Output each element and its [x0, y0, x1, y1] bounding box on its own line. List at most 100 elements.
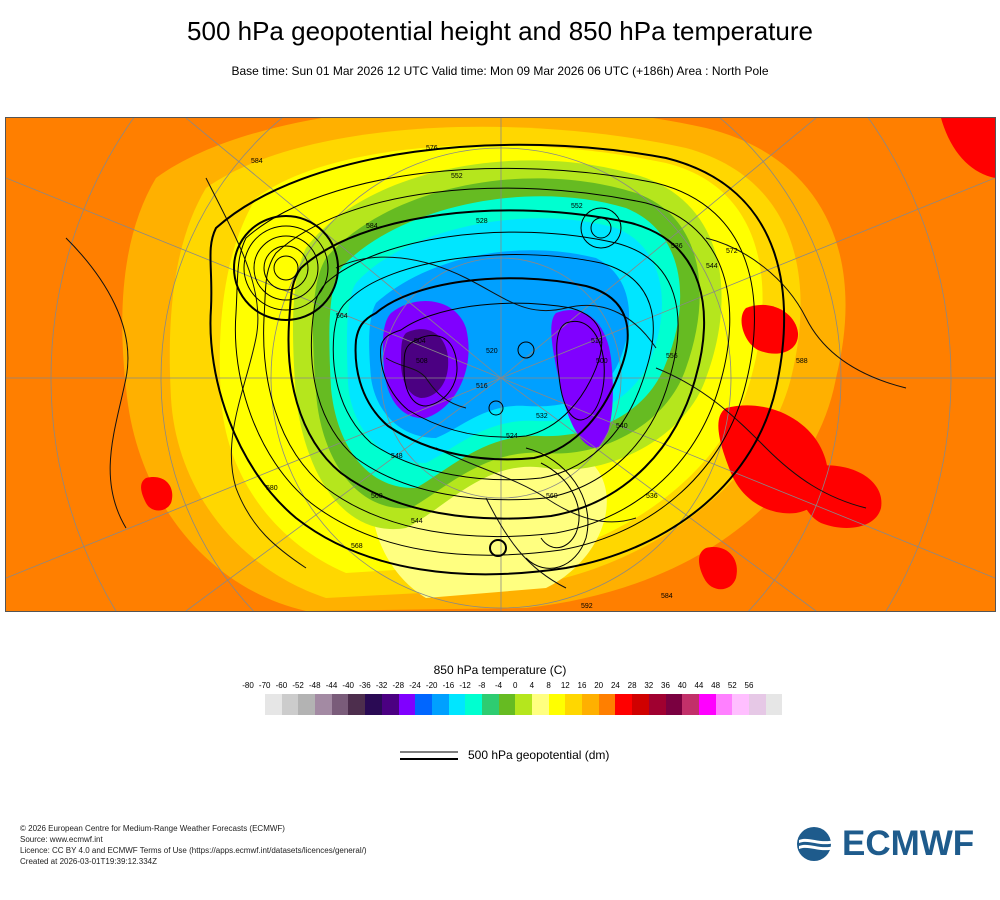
colorbar-tick-label: -60: [275, 681, 288, 690]
footer: © 2026 European Centre for Medium-Range …: [20, 823, 367, 867]
colorbar-tick-label: -52: [292, 681, 304, 690]
contour-label: 516: [476, 383, 488, 390]
map-canvas: 584 576 552 528 504 512 520 536 544 560 …: [6, 118, 995, 611]
colorbar-swatch: [415, 694, 432, 715]
contour-label: 544: [411, 518, 423, 525]
contour-label: 552: [451, 173, 463, 180]
colorbar-swatch: [315, 694, 332, 715]
colorbar-swatch: [582, 694, 599, 715]
contour-label: 584: [251, 158, 263, 165]
colorbar-swatch: [331, 694, 349, 715]
colorbar-tick-label: 0: [512, 681, 518, 690]
contour-label: 520: [486, 348, 498, 355]
colorbar-swatch: [365, 694, 382, 715]
contour-label: 584: [661, 593, 673, 600]
contour-label-group: 584 576 552 528 504 512 520 536 544 560 …: [251, 145, 808, 610]
colorbar-tick-label: 28: [627, 681, 637, 690]
colorbar-tick-label: 36: [661, 681, 670, 690]
contour-label: 508: [416, 358, 428, 365]
colorbar-swatch: [615, 694, 633, 715]
colorbar-tick-label: 52: [727, 681, 737, 690]
legend-tick-row: -80 -70 -60 -52 -48 -44 -40 -36 -32 -28 -24 -20 -16-…: [0, 681, 1000, 693]
colorbar-swatch: [748, 694, 766, 715]
colorbar-tick-label: 12: [560, 681, 570, 690]
temp-band-20-northeast: [941, 118, 995, 178]
colorbar-swatch: [348, 694, 366, 715]
colorbar-tick-label: -28: [392, 681, 405, 690]
chart-subtitle: Base time: Sun 01 Mar 2026 12 UTC Valid …: [231, 64, 769, 78]
colorbar-tick-label: -40: [342, 681, 354, 690]
contour-label: 552: [571, 203, 583, 210]
contour-label: 500: [596, 358, 608, 365]
colorbar-swatch: [448, 694, 466, 715]
colorbar-swatch: [665, 694, 683, 715]
colorbar-swatch: [715, 694, 733, 715]
colorbar-tick-label: -48: [309, 681, 321, 690]
colorbar-tick-label: 24: [610, 681, 620, 690]
temperature-colorbar: [265, 694, 783, 715]
colorbar-tick-label: -24: [409, 681, 421, 690]
colorbar-tick-label: -32: [375, 681, 388, 690]
colorbar-swatch: [765, 694, 783, 715]
footer-copyright: © 2026 European Centre for Medium-Range …: [20, 824, 285, 833]
colorbar-swatch: [548, 694, 566, 715]
colorbar-tick-label: -44: [325, 681, 338, 690]
contour-label: 556: [666, 353, 678, 360]
graticule: [6, 118, 995, 611]
contour-label: 588: [796, 358, 808, 365]
colorbar-tick-label: -70: [258, 681, 271, 690]
contour-label: 592: [581, 603, 593, 610]
contour-label: 564: [336, 313, 348, 320]
legend-title: 850 hPa temperature (C): [433, 663, 567, 677]
chart-title: 500 hPa geopotential height and 850 hPa …: [187, 16, 813, 46]
contour-label: 568: [351, 543, 363, 550]
ecmwf-logo-text: ECMWF: [842, 824, 975, 863]
colorbar-swatch: [498, 694, 516, 715]
colorbar-swatch: [381, 694, 399, 715]
colorbar-tick-label: 16: [577, 681, 587, 690]
colorbar-tick-label: -80: [242, 681, 254, 690]
temp-band-20-southeast: [798, 465, 882, 528]
map-panel: 584 576 552 528 504 512 520 536 544 560 …: [5, 117, 996, 612]
colorbar-tick-label: 40: [677, 681, 687, 690]
footer-source: Source: www.ecmwf.int: [20, 835, 103, 844]
colorbar-tick-label: 48: [711, 681, 721, 690]
contour-label: 584: [366, 223, 378, 230]
contour-label: 536: [646, 493, 658, 500]
colorbar-swatch: [481, 694, 499, 715]
colorbar-tick-label: 8: [546, 681, 551, 690]
colorbar-tick-label: -36: [359, 681, 371, 690]
contour-label: 512: [591, 338, 603, 345]
colorbar-tick-label: 32: [644, 681, 654, 690]
colorbar-swatch: [265, 694, 282, 715]
colorbar-tick-label: -16: [442, 681, 455, 690]
contour-label: 560: [546, 493, 558, 500]
geopotential-legend-label: 500 hPa geopotential (dm): [468, 748, 610, 762]
footer-licence: Licence: CC BY 4.0 and ECMWF Terms of Us…: [20, 846, 367, 855]
contour-label: 572: [726, 248, 738, 255]
colorbar-swatch: [648, 694, 666, 715]
colorbar-tick-label: -12: [459, 681, 471, 690]
colorbar-tick-label: -4: [494, 681, 503, 690]
colorbar-tick-label: 56: [744, 681, 754, 690]
ecmwf-logo: ECMWF: [795, 825, 985, 863]
colorbar-swatch: [632, 694, 649, 715]
contour-label: 540: [616, 423, 628, 430]
geopotential-contours: [209, 143, 786, 576]
colorbar-swatch: [732, 694, 749, 715]
colorbar-swatch: [515, 694, 532, 715]
footer-created: Created at 2026-03-01T19:39:12.334Z: [20, 857, 157, 866]
colorbar-tick-label: 44: [694, 681, 704, 690]
colorbar-swatch: [698, 694, 716, 715]
temp-band-20-south: [699, 547, 737, 590]
colorbar-tick-label: 4: [529, 681, 535, 690]
contour-label: 548: [391, 453, 403, 460]
colorbar-swatch: [465, 694, 482, 715]
contour-label: 524: [506, 433, 518, 440]
colorbar-swatch: [298, 694, 316, 715]
colorbar-swatch: [682, 694, 699, 715]
colorbar-tick-label: -8: [478, 681, 486, 690]
colorbar-swatch: [398, 694, 416, 715]
colorbar-tick-label: -20: [425, 681, 438, 690]
ecmwf-logo-icon: [797, 827, 835, 861]
